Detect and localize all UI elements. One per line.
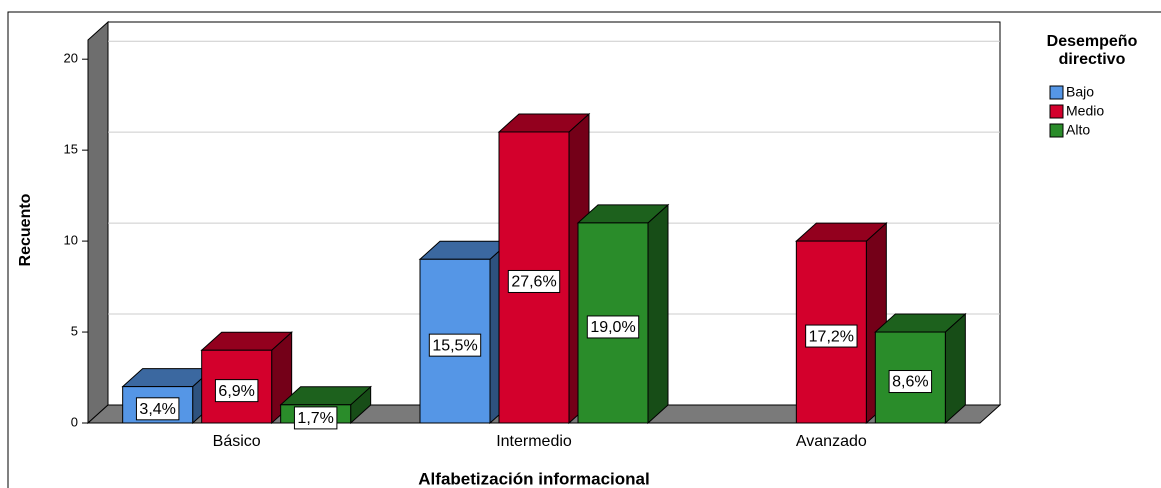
x-axis-title: Alfabetización informacional — [418, 469, 649, 488]
data-label: 19,0% — [590, 319, 635, 336]
data-label-box — [888, 370, 933, 394]
data-label-box — [586, 315, 640, 339]
data-label: 17,2% — [809, 328, 854, 345]
data-label-box — [507, 269, 561, 293]
y-tick-label: 10 — [64, 233, 78, 248]
data-label-box — [805, 324, 858, 348]
y-axis-title: Recuento — [17, 193, 34, 266]
y-tick-label: 5 — [71, 323, 78, 338]
bar-top-shade — [280, 386, 371, 405]
y-tick-label: 0 — [71, 414, 78, 429]
legend-swatch — [1049, 85, 1064, 100]
x-tick-label: Intermedio — [496, 433, 572, 450]
y-tick-label: 20 — [64, 51, 78, 66]
legend-title: Desempeño directivo — [1046, 33, 1138, 68]
side-wall — [87, 20, 109, 425]
legend-swatch — [1049, 123, 1064, 138]
x-tick-label: Básico — [213, 433, 261, 450]
bar-top-shade — [796, 223, 887, 242]
data-label: 8,6% — [892, 374, 928, 391]
data-label: 27,6% — [511, 274, 556, 291]
legend-swatch — [1049, 104, 1064, 119]
data-label: 6,9% — [218, 383, 254, 400]
bar-top-shade — [420, 241, 510, 260]
data-label-box — [293, 406, 338, 430]
bar-top-shade — [122, 368, 213, 387]
bar-top-shade — [499, 113, 589, 132]
legend-label: Alto — [1066, 122, 1090, 138]
data-label: 1,7% — [297, 410, 333, 427]
y-tick-label: 15 — [64, 142, 78, 157]
data-label-box — [214, 379, 259, 403]
bar-side-shade — [350, 386, 371, 423]
bar-side-shade — [945, 314, 966, 423]
bar-top-shade — [201, 332, 292, 351]
bar-top-shade — [875, 314, 966, 333]
bar-side-shade — [648, 204, 668, 423]
data-label: 15,5% — [432, 337, 477, 354]
frame — [7, 11, 1161, 488]
data-label: 3,4% — [139, 401, 175, 418]
data-label-box — [135, 397, 180, 421]
data-label-box — [428, 333, 482, 357]
x-tick-label: Avanzado — [796, 433, 867, 450]
legend-label: Medio — [1066, 103, 1104, 119]
legend-label: Bajo — [1066, 84, 1094, 100]
bar-top-shade — [578, 204, 668, 223]
